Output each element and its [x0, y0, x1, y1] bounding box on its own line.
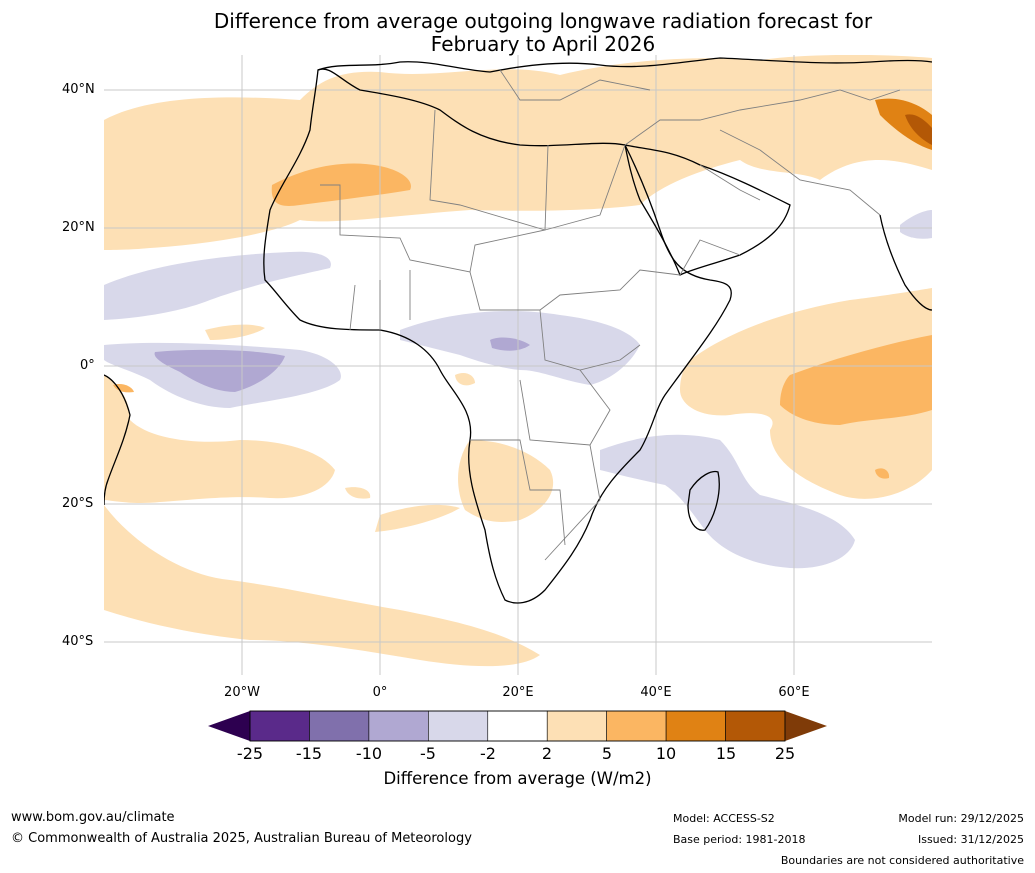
- colorbar-segment: [606, 710, 667, 742]
- lon-label-20e: 20°E: [502, 685, 534, 700]
- iran-positive-core: [905, 114, 932, 145]
- country-borders: [320, 69, 901, 561]
- colorbar-segment: [665, 710, 726, 742]
- lon-label-20w: 20°W: [224, 685, 260, 700]
- footer-url[interactable]: www.bom.gov.au/climate: [11, 810, 175, 825]
- colorbar-tick-label: 25: [774, 744, 796, 763]
- colorbar-segment: [546, 710, 607, 742]
- indian-ocean-positive-core: [780, 335, 932, 425]
- tropical-atlantic-negative: [104, 251, 331, 320]
- colorbar-tick-label: -15: [295, 744, 323, 763]
- madagascar-coastline: [687, 470, 720, 531]
- lat-label-40n: 40°N: [62, 82, 95, 97]
- iran-positive-strong: [875, 98, 932, 150]
- arabian-sea-negative: [900, 210, 932, 239]
- colorbar-segment: [368, 710, 429, 742]
- colorbar-extend-high: [785, 711, 827, 741]
- south-atlantic-small-positive-2: [375, 504, 460, 532]
- lat-label-40s: 40°S: [62, 634, 94, 649]
- colorbar: [208, 710, 827, 742]
- colorbar-tick-label: 5: [601, 744, 613, 763]
- colorbar-tick-label: 15: [715, 744, 737, 763]
- footer-model: Model: ACCESS-S2: [673, 812, 775, 825]
- central-africa-negative-core: [490, 337, 530, 351]
- gridlines: [104, 55, 932, 675]
- footer-issued: Issued: 31/12/2025: [917, 833, 1024, 846]
- colorbar-segments: [249, 710, 786, 742]
- footer-disclaimer: Boundaries are not considered authoritat…: [780, 854, 1024, 867]
- lon-label-0: 0°: [372, 685, 388, 700]
- colorbar-segment: [428, 710, 489, 742]
- madagascar-negative: [600, 434, 855, 569]
- colorbar-segment: [487, 710, 548, 742]
- footer-model-run: Model run: 29/12/2025: [898, 812, 1024, 825]
- india-coastline: [879, 214, 932, 311]
- title-line-2: February to April 2026: [430, 32, 656, 56]
- colorbar-title: Difference from average (W/m2): [383, 769, 652, 788]
- western-sahara-positive: [271, 163, 411, 206]
- colorbar-tick-label: -10: [355, 744, 383, 763]
- chart-title: Difference from average outgoing longwav…: [104, 10, 982, 56]
- lon-label-60e: 60°E: [778, 685, 810, 700]
- atlantic-small-positive: [113, 383, 134, 393]
- colorbar-tick-label: 10: [655, 744, 677, 763]
- europe-coastline: [317, 57, 932, 73]
- south-atlantic-positive-2: [104, 505, 540, 667]
- south-atlantic-small-positive: [345, 487, 371, 499]
- footer-base-period: Base period: 1981-2018: [673, 833, 806, 846]
- map-area: [104, 55, 932, 675]
- colorbar-segment: [309, 710, 370, 742]
- colorbar-tick-label: -2: [480, 744, 496, 763]
- indian-ocean-small-positive: [875, 468, 890, 479]
- title-line-1: Difference from average outgoing longwav…: [213, 9, 873, 33]
- colorbar-tick-label: -25: [236, 744, 264, 763]
- colorbar-tick-label: -5: [420, 744, 436, 763]
- colorbar-segment: [725, 710, 786, 742]
- south-america-coastline: [104, 374, 131, 506]
- lon-label-40e: 40°E: [640, 685, 672, 700]
- south-atlantic-positive: [104, 375, 335, 503]
- lat-label-20s: 20°S: [62, 496, 94, 511]
- colorbar-extend-low: [208, 711, 250, 741]
- gabon-positive: [455, 372, 475, 386]
- southern-africa-positive: [458, 440, 554, 522]
- colorbar-segment: [249, 710, 310, 742]
- lat-label-0: 0°: [80, 358, 95, 373]
- africa-coastline: [263, 68, 732, 604]
- colorbar-tick-label: 2: [541, 744, 553, 763]
- lat-label-20n: 20°N: [62, 220, 95, 235]
- gulf-of-guinea-positive: [205, 324, 265, 340]
- coastlines: [104, 57, 932, 604]
- equatorial-atlantic-negative: [154, 349, 285, 392]
- footer-copyright: © Commonwealth of Australia 2025, Austra…: [11, 831, 472, 846]
